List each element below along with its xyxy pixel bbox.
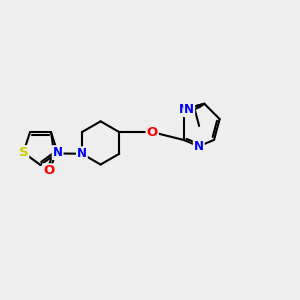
Text: O: O: [147, 126, 158, 139]
Text: N: N: [77, 147, 87, 160]
Text: N: N: [194, 140, 204, 153]
Text: S: S: [19, 146, 28, 159]
Text: N: N: [178, 103, 188, 116]
Text: N: N: [184, 103, 194, 116]
Text: N: N: [52, 146, 63, 159]
Text: O: O: [43, 164, 54, 177]
